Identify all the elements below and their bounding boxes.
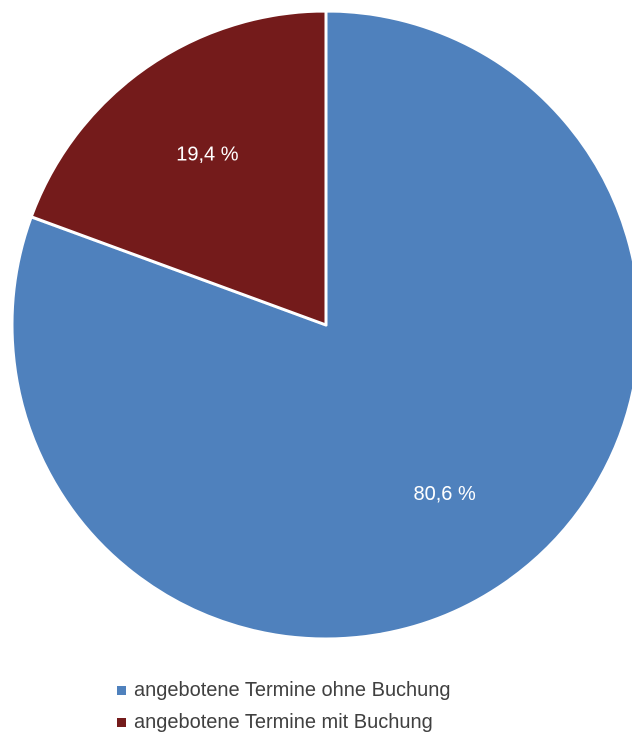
- legend-label-mit-buchung: angebotene Termine mit Buchung: [134, 710, 433, 733]
- legend-label-ohne-buchung: angebotene Termine ohne Buchung: [134, 678, 451, 701]
- pie-slices: [10, 9, 632, 641]
- legend-item-ohne-buchung: angebotene Termine ohne Buchung: [117, 674, 451, 706]
- legend-swatch-ohne-buchung: [117, 685, 126, 695]
- pie-slice-mit-buchung: [29, 9, 328, 327]
- data-label-ohne-buchung: 80,6 %: [413, 483, 475, 505]
- data-label-mit-buchung: 19,4 %: [176, 143, 238, 165]
- legend-item-mit-buchung: angebotene Termine mit Buchung: [117, 706, 451, 738]
- pie-data-labels: 80,6 % 19,4 %: [176, 143, 476, 505]
- legend: angebotene Termine ohne Buchung angebote…: [117, 674, 451, 738]
- legend-swatch-mit-buchung: [117, 717, 126, 727]
